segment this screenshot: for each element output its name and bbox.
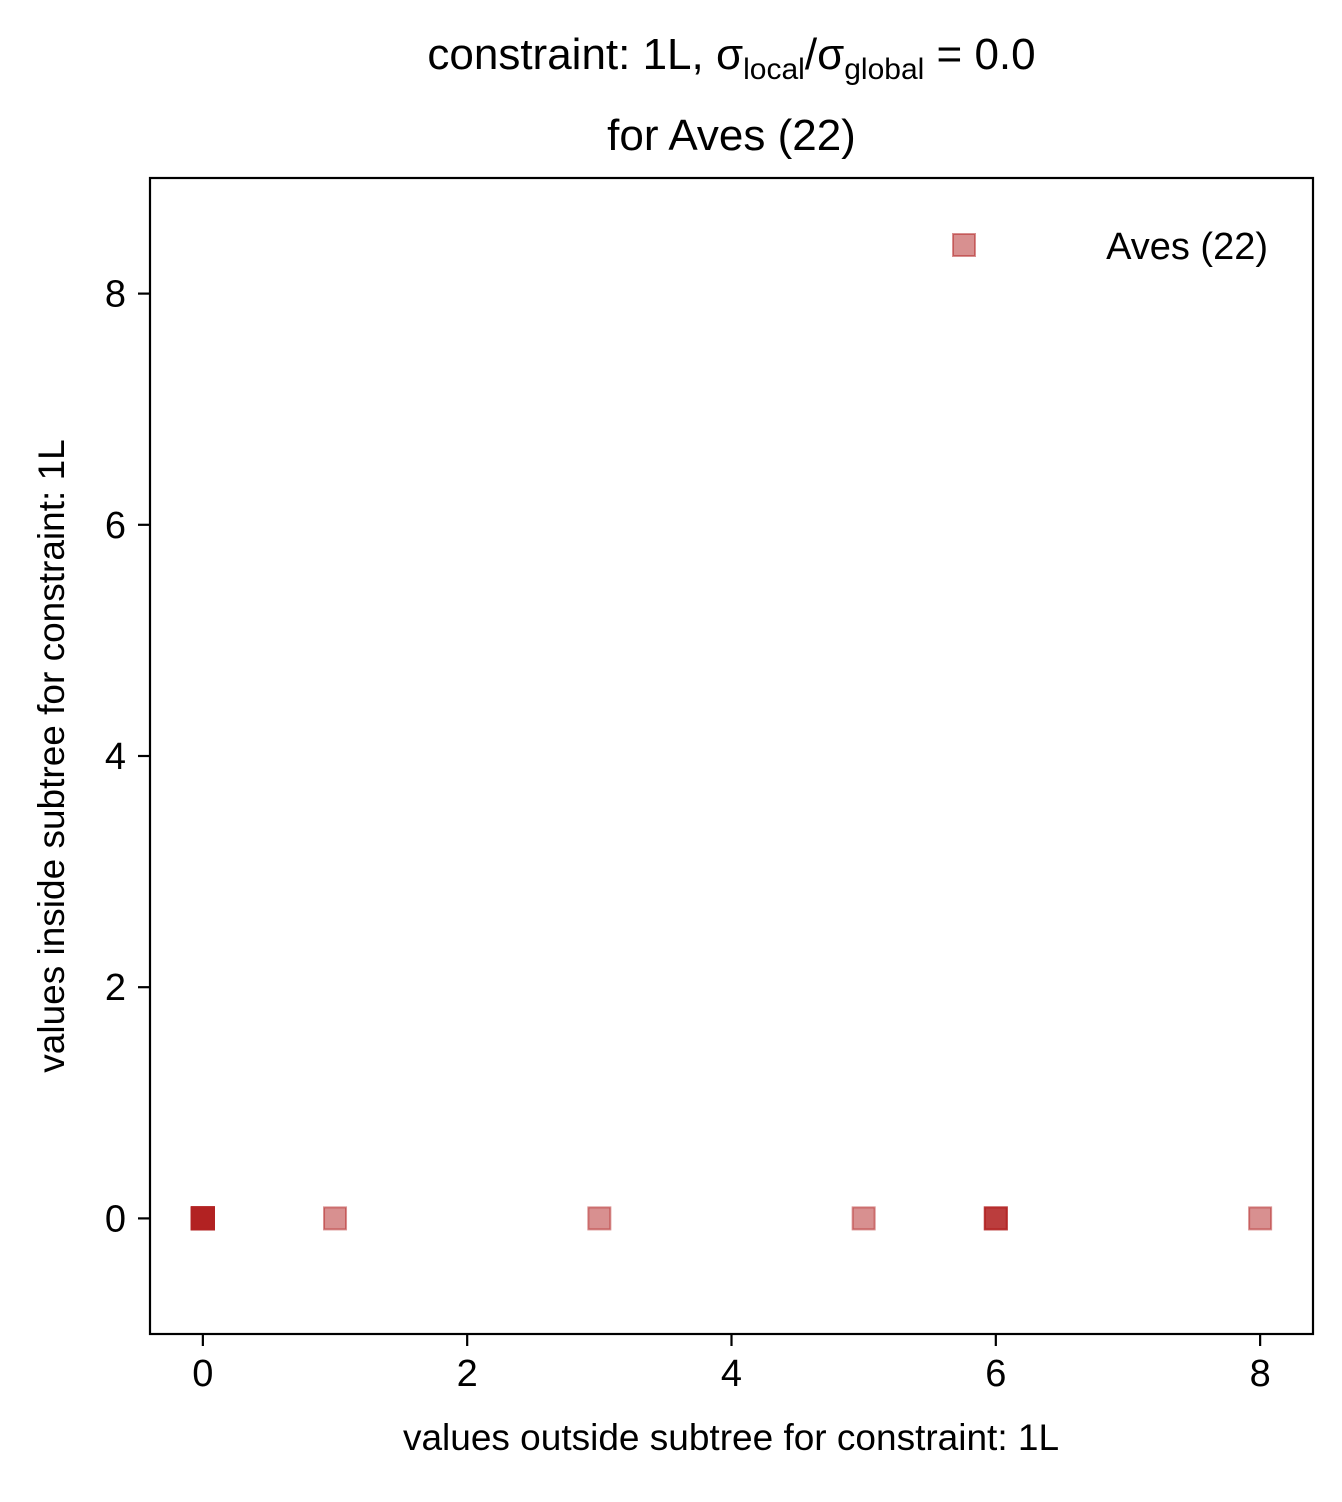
data-point [1248,1206,1273,1231]
data-point [323,1206,348,1231]
data-point [587,1206,612,1231]
axis-ticks: 0 2 4 6 8 0 2 4 6 8 [105,274,1271,1395]
title-sub-local: local [743,53,805,86]
x-tick-label: 6 [985,1353,1006,1395]
y-tick-label: 4 [105,736,126,778]
title-suffix: = 0.0 [924,30,1036,79]
data-points [190,1206,1273,1231]
y-tick-label: 8 [105,274,126,316]
data-point [190,1206,215,1231]
data-point [851,1206,876,1231]
x-tick-label: 4 [721,1353,742,1395]
y-axis-label: values inside subtree for constraint: 1L [31,439,72,1072]
x-tick-label: 8 [1250,1353,1271,1395]
y-tick-label: 0 [105,1198,126,1240]
title-prefix: constraint: 1L, σ [427,30,744,79]
y-tick-label: 2 [105,967,126,1009]
y-tick-label: 6 [105,505,126,547]
legend-marker [952,233,976,257]
x-tick-label: 2 [457,1353,478,1395]
title-slash: /σ [804,30,845,79]
x-axis-label: values outside subtree for constraint: 1… [403,1417,1059,1458]
chart-title-line2: for Aves (22) [607,111,856,160]
x-tick-label: 0 [192,1353,213,1395]
legend-label: Aves (22) [1106,226,1268,268]
legend: Aves (22) [952,226,1268,268]
data-point [983,1206,1008,1231]
plot-frame [148,176,1315,1336]
chart-title-line1: constraint: 1L, σlocal/σglobal = 0.0 [150,30,1313,85]
title-sub-global: global [844,53,925,86]
